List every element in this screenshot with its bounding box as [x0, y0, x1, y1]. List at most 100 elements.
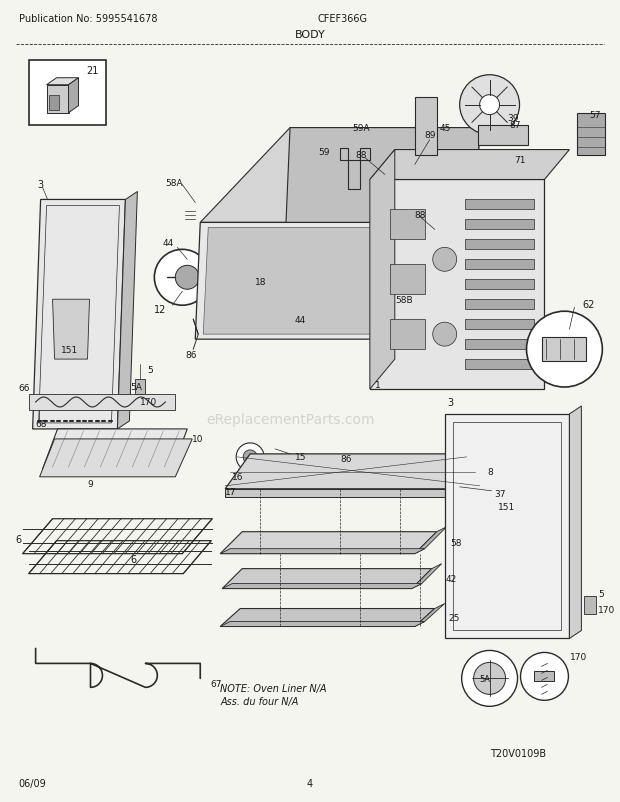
- Polygon shape: [33, 200, 125, 429]
- Text: 151: 151: [498, 503, 515, 512]
- Polygon shape: [200, 128, 480, 223]
- Text: 21: 21: [86, 66, 99, 75]
- Polygon shape: [569, 407, 582, 638]
- Text: 5A: 5A: [130, 382, 142, 391]
- Polygon shape: [412, 564, 441, 589]
- Text: 44: 44: [162, 238, 174, 248]
- Polygon shape: [222, 569, 432, 589]
- Text: 58B: 58B: [395, 295, 412, 304]
- Polygon shape: [29, 395, 175, 411]
- Text: T20V0109B: T20V0109B: [490, 748, 546, 758]
- Text: 06/09: 06/09: [19, 778, 46, 788]
- Text: 58: 58: [451, 538, 462, 548]
- Bar: [464, 300, 534, 310]
- Text: 6: 6: [130, 554, 136, 564]
- Bar: [464, 260, 534, 270]
- Polygon shape: [370, 151, 569, 180]
- Bar: [48, 95, 58, 111]
- Circle shape: [243, 451, 257, 464]
- Text: 87: 87: [510, 121, 521, 130]
- Text: 3: 3: [38, 180, 44, 190]
- Polygon shape: [340, 148, 370, 190]
- Circle shape: [175, 266, 199, 290]
- Polygon shape: [222, 584, 422, 589]
- Text: 45: 45: [440, 124, 451, 133]
- Bar: [464, 359, 534, 370]
- Bar: [577, 114, 605, 156]
- Bar: [464, 340, 534, 350]
- Polygon shape: [370, 151, 395, 390]
- Circle shape: [459, 75, 520, 136]
- Polygon shape: [53, 300, 89, 359]
- Bar: [464, 220, 534, 230]
- Polygon shape: [40, 439, 192, 477]
- Circle shape: [480, 95, 500, 115]
- Text: 25: 25: [449, 614, 460, 622]
- Bar: [390, 265, 425, 295]
- Text: 67: 67: [210, 679, 222, 688]
- Polygon shape: [69, 79, 79, 114]
- Bar: [534, 671, 554, 682]
- Polygon shape: [46, 86, 69, 114]
- Text: 5A: 5A: [480, 674, 490, 683]
- Text: CFEF366G: CFEF366G: [318, 14, 368, 24]
- Bar: [415, 98, 436, 156]
- Polygon shape: [203, 228, 382, 334]
- Circle shape: [236, 444, 264, 472]
- Text: 59A: 59A: [352, 124, 370, 133]
- Text: 5: 5: [598, 589, 604, 598]
- Bar: [477, 125, 528, 145]
- Polygon shape: [285, 128, 480, 245]
- Text: 16: 16: [232, 472, 244, 482]
- Text: 71: 71: [515, 156, 526, 165]
- Polygon shape: [225, 489, 454, 497]
- Text: NOTE: Oven Liner N/A: NOTE: Oven Liner N/A: [220, 683, 327, 694]
- Text: 170: 170: [598, 606, 616, 614]
- Circle shape: [462, 650, 518, 707]
- Circle shape: [154, 250, 210, 306]
- Polygon shape: [220, 609, 435, 626]
- Text: 59: 59: [318, 148, 329, 157]
- Polygon shape: [220, 622, 425, 626]
- Polygon shape: [195, 223, 390, 340]
- Circle shape: [526, 312, 603, 387]
- Text: 8: 8: [487, 468, 494, 476]
- Text: 66: 66: [19, 383, 30, 392]
- Text: 37: 37: [495, 490, 506, 499]
- Circle shape: [521, 653, 569, 700]
- Text: 86: 86: [185, 350, 197, 359]
- Text: 42: 42: [446, 574, 457, 583]
- Text: 39: 39: [508, 114, 519, 123]
- Polygon shape: [415, 604, 445, 626]
- Polygon shape: [135, 379, 145, 395]
- Bar: [464, 200, 534, 210]
- Text: 170: 170: [140, 398, 157, 407]
- Text: 4: 4: [307, 778, 313, 788]
- Text: 3: 3: [448, 398, 454, 407]
- Text: 170: 170: [570, 652, 588, 661]
- Polygon shape: [385, 128, 480, 340]
- Text: 151: 151: [61, 345, 78, 354]
- Text: 6: 6: [16, 534, 22, 544]
- Polygon shape: [225, 454, 480, 489]
- Polygon shape: [370, 180, 544, 390]
- Bar: [464, 280, 534, 290]
- Text: 58A: 58A: [166, 179, 183, 188]
- Polygon shape: [415, 527, 446, 554]
- Text: eReplacementParts.com: eReplacementParts.com: [206, 412, 374, 427]
- Circle shape: [433, 322, 457, 346]
- Bar: [464, 320, 534, 330]
- Text: 68: 68: [35, 420, 47, 429]
- Text: 44: 44: [295, 315, 306, 324]
- Text: 1: 1: [375, 380, 381, 389]
- Text: 88: 88: [355, 151, 366, 160]
- Polygon shape: [220, 532, 436, 554]
- Text: 10: 10: [192, 435, 204, 444]
- Text: 86: 86: [340, 455, 352, 464]
- Polygon shape: [46, 79, 79, 86]
- Bar: [542, 338, 587, 362]
- Polygon shape: [43, 429, 187, 469]
- Polygon shape: [445, 415, 569, 638]
- Text: 9: 9: [87, 480, 93, 488]
- Polygon shape: [220, 549, 425, 554]
